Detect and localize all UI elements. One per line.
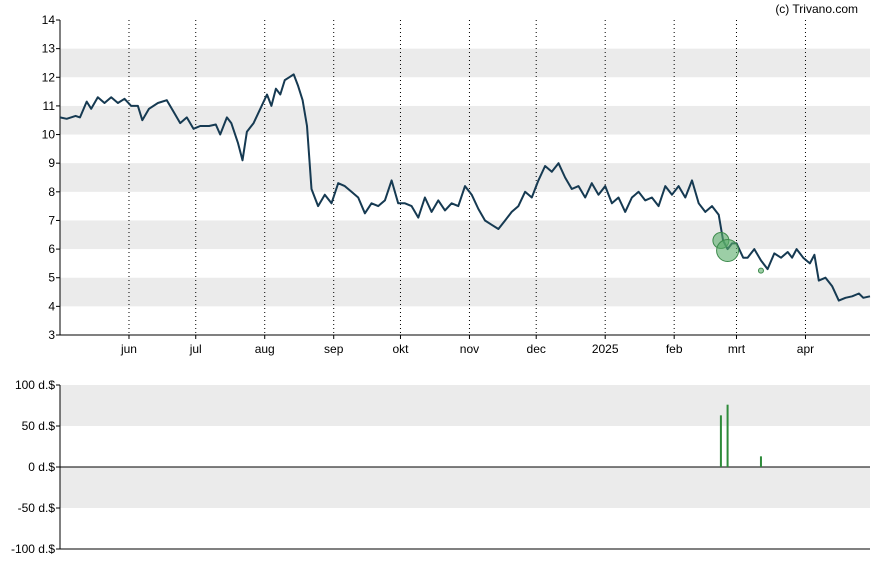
y-tick-label: 12 bbox=[42, 70, 56, 84]
x-tick-label: 2025 bbox=[592, 342, 619, 356]
y-tick-label: 0 d.$ bbox=[28, 460, 55, 474]
x-tick-label: jun bbox=[120, 342, 137, 356]
x-tick-label: nov bbox=[460, 342, 479, 356]
band bbox=[60, 467, 870, 508]
y-tick-label: 100 d.$ bbox=[15, 378, 55, 392]
y-tick-label: -100 d.$ bbox=[11, 542, 55, 556]
price-line bbox=[59, 73, 871, 302]
y-tick-label: 7 bbox=[48, 213, 55, 227]
volume-chart-panel: 100 d.$ 50 d.$ 0 d.$ -50 d.$ -100 d.$ bbox=[11, 378, 870, 556]
band bbox=[60, 220, 870, 250]
x-tick-label: okt bbox=[392, 342, 409, 356]
volume-bar bbox=[726, 404, 729, 467]
x-tick-label: mrt bbox=[728, 342, 746, 356]
band bbox=[60, 277, 870, 307]
y-tick-label: 9 bbox=[48, 156, 55, 170]
price-chart-panel: 3 4 5 6 7 8 9 10 11 12 13 14 jun jul aug sep okt nov dec 20… bbox=[42, 13, 871, 356]
y-tick-label: 14 bbox=[42, 13, 56, 27]
band bbox=[60, 48, 870, 78]
y-tick-label: 13 bbox=[42, 42, 56, 56]
credit-text: (c) Trivano.com bbox=[775, 2, 858, 16]
trade-marker bbox=[757, 267, 764, 274]
band bbox=[60, 105, 870, 135]
volume-bar bbox=[759, 456, 762, 467]
x-tick-label: apr bbox=[797, 342, 814, 356]
x-tick-label: feb bbox=[666, 342, 683, 356]
y-tick-label: 3 bbox=[48, 328, 55, 342]
y-tick-label: 11 bbox=[43, 99, 56, 113]
y-tick-label: 10 bbox=[42, 128, 56, 142]
volume-bar bbox=[719, 415, 722, 467]
y-tick-label: 50 d.$ bbox=[22, 419, 56, 433]
x-tick-label: aug bbox=[255, 342, 275, 356]
y-tick-label: 6 bbox=[48, 242, 55, 256]
y-tick-label: -50 d.$ bbox=[18, 501, 56, 515]
x-tick-label: dec bbox=[527, 342, 546, 356]
y-tick-label: 8 bbox=[48, 185, 55, 199]
band bbox=[60, 385, 870, 426]
y-tick-label: 4 bbox=[48, 299, 55, 313]
y-tick-label: 5 bbox=[48, 271, 55, 285]
trade-marker bbox=[716, 239, 740, 263]
x-tick-label: sep bbox=[324, 342, 344, 356]
x-tick-label: jul bbox=[189, 342, 202, 356]
